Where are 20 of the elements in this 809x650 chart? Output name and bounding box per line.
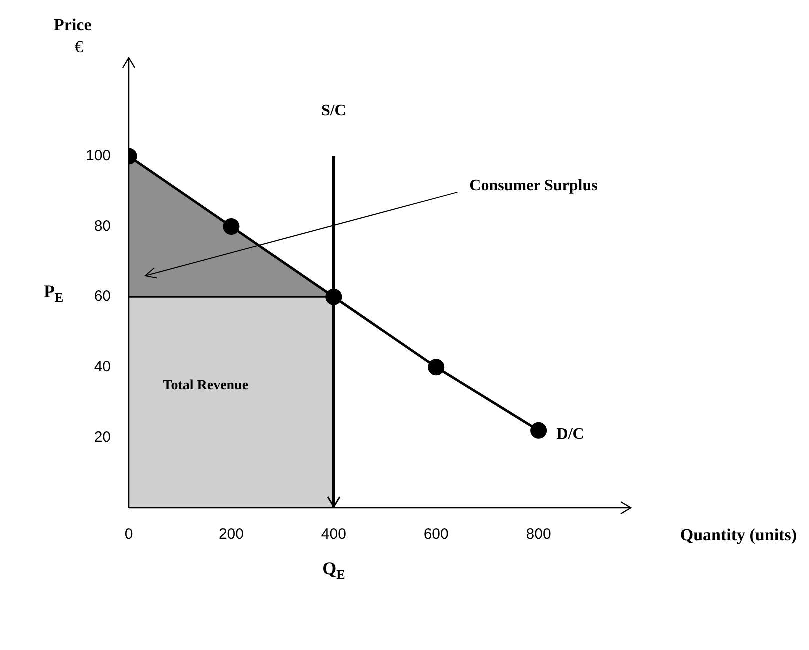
x-tick-label: 400 bbox=[321, 526, 346, 544]
point bbox=[428, 359, 445, 376]
y-tick-label: 20 bbox=[94, 428, 112, 446]
x-axis-title: Quantity (units) bbox=[680, 525, 798, 544]
y-tick-label: 100 bbox=[86, 148, 112, 165]
x-tick-label: 0 bbox=[124, 526, 134, 544]
point bbox=[223, 218, 240, 235]
x-tick-label: 600 bbox=[424, 526, 449, 544]
x-tick-label: 800 bbox=[526, 526, 552, 544]
y-tick-label: 80 bbox=[94, 218, 112, 235]
series-label: D/C bbox=[556, 426, 584, 443]
point bbox=[530, 422, 548, 439]
text: € bbox=[74, 37, 84, 56]
x-tick-label: 200 bbox=[218, 526, 244, 544]
y-axis-title: Price bbox=[54, 15, 92, 34]
y-tick-label: 40 bbox=[94, 358, 112, 376]
text: Consumer Surplus bbox=[470, 178, 598, 195]
y-tick-label: 60 bbox=[94, 288, 112, 306]
series-label: Total Revenue bbox=[163, 378, 249, 394]
ref-line-label: S/C bbox=[321, 102, 346, 120]
